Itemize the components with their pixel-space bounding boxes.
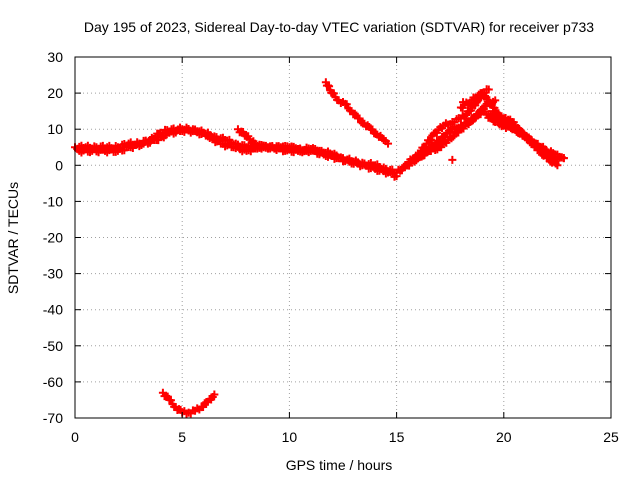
data-point-arc-descending	[342, 100, 351, 109]
data-point-arc-main-2	[392, 172, 401, 181]
x-tick-label: 15	[389, 429, 405, 445]
y-tick-label: -10	[43, 193, 63, 209]
data-point-arc-bottom	[210, 390, 219, 399]
data-point-arc-rising-2	[466, 106, 475, 115]
x-axis-label: GPS time / hours	[286, 457, 393, 473]
data-point-arc-descending	[325, 82, 334, 91]
data-point-arc-right-3	[514, 124, 523, 133]
y-tick-label: -20	[43, 230, 63, 246]
x-tick-label: 25	[603, 429, 619, 445]
chart-title: Day 195 of 2023, Sidereal Day-to-day VTE…	[84, 19, 594, 35]
data-point-arc-descending	[368, 125, 377, 134]
data-point-arc-bottom	[199, 402, 208, 411]
y-tick-label: 30	[47, 49, 63, 65]
data-point-arc-descending	[384, 139, 393, 148]
data-point-outlier	[448, 155, 457, 164]
y-axis-label: SDTVAR / TECUs	[5, 182, 21, 294]
data-point-arc-descending	[329, 89, 338, 98]
data-point-arc-bottom	[166, 396, 175, 405]
data-point-arc-right-3	[559, 154, 568, 163]
y-tick-label: 20	[47, 85, 63, 101]
data-point-arc-rising-3	[475, 110, 484, 119]
ticks: 0 5 10 15 20 25 -70 -60 -50 -40 -30 -20 -10 0 10 20 30	[43, 49, 619, 445]
data-point-arc-right-3	[509, 118, 518, 127]
data-point-arc-peak-right	[482, 93, 491, 102]
y-tick-label: -30	[43, 266, 63, 282]
y-tick-label: -40	[43, 302, 63, 318]
data-point-arc-rising-3	[491, 96, 500, 105]
y-tick-label: 10	[47, 121, 63, 137]
data-point-arc-peak-right	[481, 91, 490, 100]
grid	[75, 57, 611, 418]
y-tick-label: -50	[43, 338, 63, 354]
data-points	[71, 78, 568, 418]
data-point-arc-rising-2	[415, 150, 424, 159]
y-tick-label: 0	[55, 157, 63, 173]
y-tick-label: -60	[43, 374, 63, 390]
x-tick-label: 5	[178, 429, 186, 445]
x-tick-label: 0	[71, 429, 79, 445]
x-tick-label: 20	[496, 429, 512, 445]
data-point-outlier-2	[459, 98, 468, 107]
data-point-arc-rising-2	[484, 85, 493, 94]
data-point-arc-descending	[355, 114, 364, 123]
x-tick-label: 10	[282, 429, 298, 445]
y-tick-label: -70	[43, 410, 63, 426]
data-point-arc-upper-left	[319, 148, 328, 157]
